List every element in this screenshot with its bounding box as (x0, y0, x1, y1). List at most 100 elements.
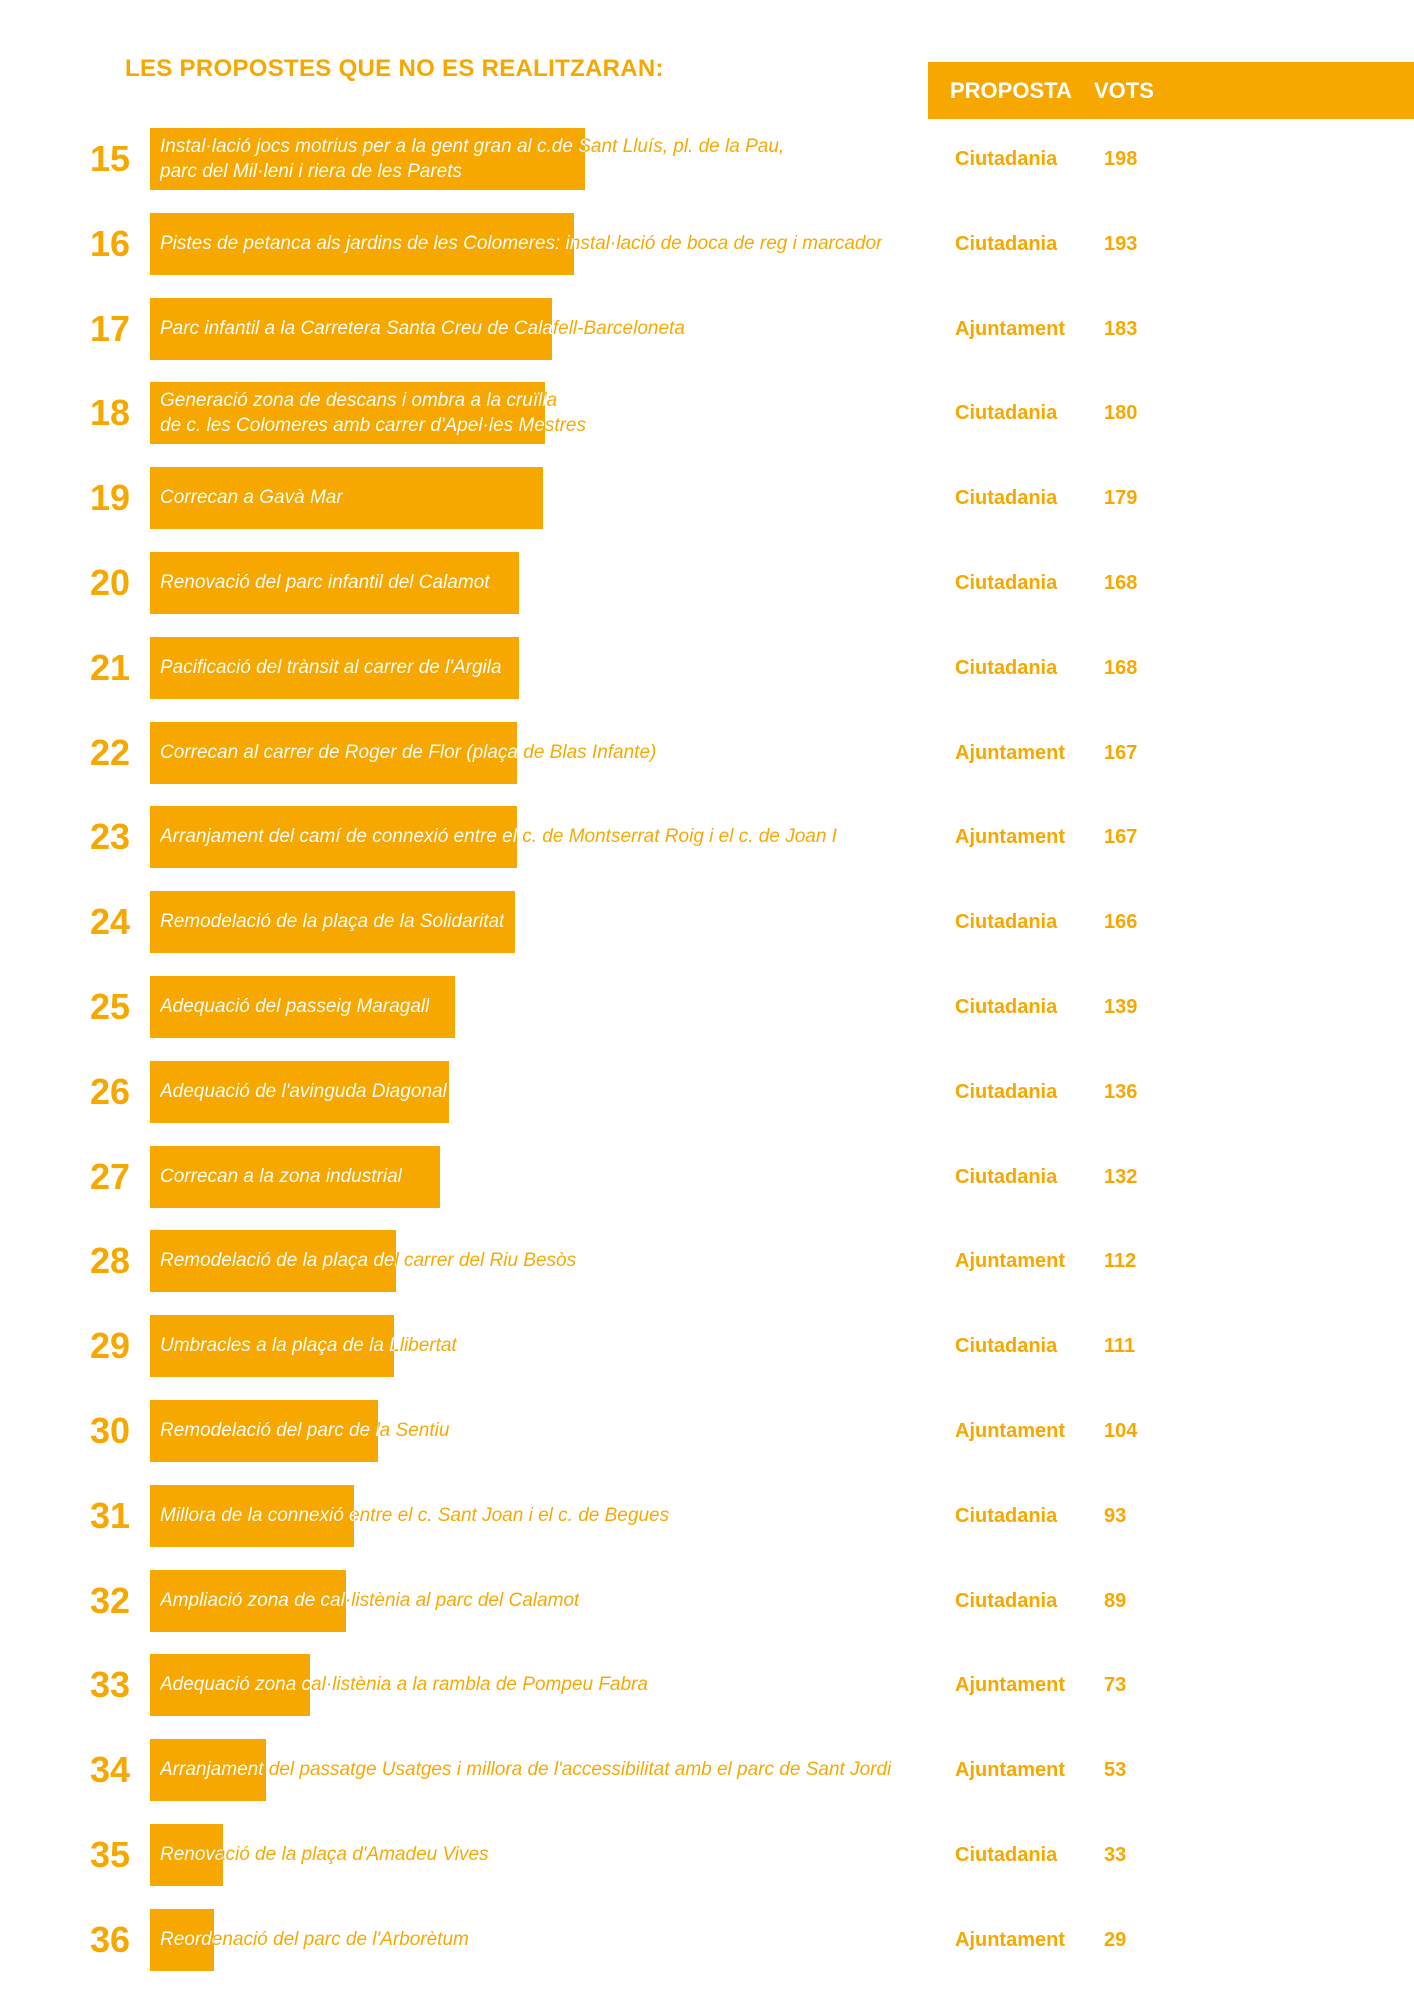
row-rank: 27 (89, 1155, 130, 1197)
vote-bar (150, 467, 544, 530)
proposal-votes: 139 (1104, 996, 1138, 1018)
proposal-label: Arranjament del camí de connexió entre e… (160, 826, 837, 848)
proposal-label: Pistes de petanca als jardins de les Col… (160, 232, 883, 254)
proposal-origin: Ciutadania (955, 148, 1058, 170)
row-rank: 18 (89, 392, 130, 434)
proposal-label: Generació zona de descans i ombra a la c… (160, 390, 558, 412)
proposal-votes: 33 (1104, 1844, 1127, 1866)
proposal-votes: 89 (1104, 1589, 1127, 1612)
proposal-votes: 168 (1104, 572, 1138, 594)
proposal-label: Parc infantil a la Carretera Santa Creu … (160, 317, 685, 339)
proposal-label: Instal·lació jocs motrius per a la gent … (160, 136, 785, 157)
page-title: LES PROPOSTES QUE NO ES REALITZARAN: (125, 55, 664, 82)
proposal-label: Remodelació de la plaça de la Solidarita… (160, 911, 505, 933)
proposal-origin: Ciutadania (955, 1589, 1058, 1612)
proposal-origin: Ajuntament (955, 1420, 1065, 1442)
vote-bar (150, 1739, 267, 1802)
proposal-label: Millora de la connexió entre el c. Sant … (160, 1504, 670, 1526)
proposal-origin: Ciutadania (955, 232, 1058, 255)
proposal-votes: 198 (1104, 148, 1138, 170)
proposal-label: Adequació del passeig Maragall (160, 996, 430, 1017)
vote-bar (150, 1230, 397, 1293)
proposal-label: Adequació zona cal·listènia a la rambla … (160, 1674, 648, 1696)
proposal-origin: Ciutadania (955, 911, 1058, 934)
row-rank: 35 (89, 1834, 130, 1875)
proposal-votes: 166 (1104, 911, 1138, 934)
proposal-origin: Ciutadania (955, 996, 1058, 1018)
proposal-votes: 180 (1104, 402, 1138, 425)
vote-bar (150, 297, 553, 360)
proposal-origin: Ciutadania (955, 402, 1058, 425)
proposal-origin: Ciutadania (955, 572, 1058, 594)
proposal-votes: 29 (1104, 1928, 1127, 1951)
proposal-label: Renovació del parc infantil del Calamot (160, 572, 490, 593)
proposal-label: parc del Mil·leni i riera de les Parets (160, 161, 463, 182)
vote-bar (150, 721, 517, 784)
row-rank: 29 (89, 1325, 130, 1367)
proposal-origin: Ajuntament (955, 826, 1065, 849)
vote-bar (150, 1400, 379, 1462)
vote-bar (150, 636, 520, 699)
vote-bar (150, 1654, 311, 1717)
proposal-origin: Ciutadania (955, 656, 1058, 679)
vote-bar (150, 1569, 346, 1632)
proposal-votes: 193 (1104, 232, 1138, 255)
proposal-votes: 93 (1104, 1504, 1127, 1527)
proposal-label: Remodelació de la plaça del carrer del R… (160, 1250, 577, 1272)
proposal-votes: 167 (1104, 826, 1138, 849)
proposal-origin: Ciutadania (955, 1080, 1058, 1103)
vote-bar (150, 212, 574, 275)
column-header-vots: VOTS (1094, 78, 1154, 103)
row-rank: 36 (89, 1918, 130, 1960)
row-rank: 21 (89, 646, 130, 688)
row-rank: 22 (89, 731, 130, 773)
proposal-votes: 53 (1104, 1759, 1127, 1782)
row-rank: 17 (89, 307, 130, 349)
vote-bar (150, 891, 515, 954)
row-rank: 30 (89, 1410, 130, 1451)
proposal-label: Correcan al carrer de Roger de Flor (pla… (160, 741, 657, 763)
row-rank: 31 (89, 1494, 130, 1536)
vote-bar (150, 128, 585, 190)
row-rank: 32 (89, 1579, 130, 1621)
proposal-origin: Ciutadania (955, 1504, 1058, 1527)
proposal-label: Correcan a la zona industrial (160, 1165, 402, 1187)
proposal-origin: Ciutadania (955, 487, 1058, 510)
proposal-label: Adequació de l'avinguda Diagonal (160, 1080, 447, 1102)
row-rank: 16 (89, 222, 130, 264)
row-rank: 23 (89, 816, 130, 858)
vote-bar (150, 1315, 394, 1378)
proposal-label: Correcan a Gavà Mar (160, 487, 343, 509)
proposal-label: Umbracles a la plaça de la Llibertat (160, 1335, 457, 1357)
proposal-votes: 183 (1104, 317, 1138, 340)
proposal-label: Remodelació del parc de la Sentiu (160, 1420, 450, 1441)
vote-bar (150, 1824, 223, 1886)
vote-bar (150, 806, 517, 869)
row-rank: 28 (89, 1240, 130, 1282)
proposal-origin: Ciutadania (955, 1844, 1058, 1866)
row-rank: 19 (89, 477, 130, 519)
proposal-label: Pacificació del trànsit al carrer de l'A… (160, 656, 502, 678)
vote-bar (150, 552, 520, 614)
row-rank: 33 (89, 1664, 130, 1706)
row-rank: 34 (89, 1749, 130, 1791)
proposal-label: Renovació de la plaça d'Amadeu Vives (160, 1844, 489, 1865)
proposal-origin: Ajuntament (955, 317, 1065, 340)
proposal-origin: Ajuntament (955, 1250, 1065, 1273)
row-rank: 20 (89, 562, 130, 603)
proposal-label: de c. les Colomeres amb carrer d'Apel·le… (160, 415, 586, 437)
vote-bar (150, 1484, 355, 1547)
proposal-origin: Ajuntament (955, 741, 1065, 764)
proposal-votes: 111 (1104, 1335, 1136, 1358)
proposal-votes: 167 (1104, 741, 1138, 764)
proposal-origin: Ajuntament (955, 1674, 1065, 1697)
proposal-votes: 104 (1104, 1420, 1138, 1442)
proposal-label: Ampliació zona de cal·listènia al parc d… (160, 1589, 580, 1611)
row-rank: 15 (89, 138, 130, 179)
proposal-origin: Ajuntament (955, 1928, 1065, 1951)
proposal-votes: 136 (1104, 1080, 1138, 1103)
row-rank: 24 (89, 901, 130, 943)
proposal-label: Arranjament del passatge Usatges i millo… (160, 1759, 892, 1781)
proposal-origin: Ciutadania (955, 1165, 1058, 1188)
vote-bar (150, 1908, 214, 1971)
